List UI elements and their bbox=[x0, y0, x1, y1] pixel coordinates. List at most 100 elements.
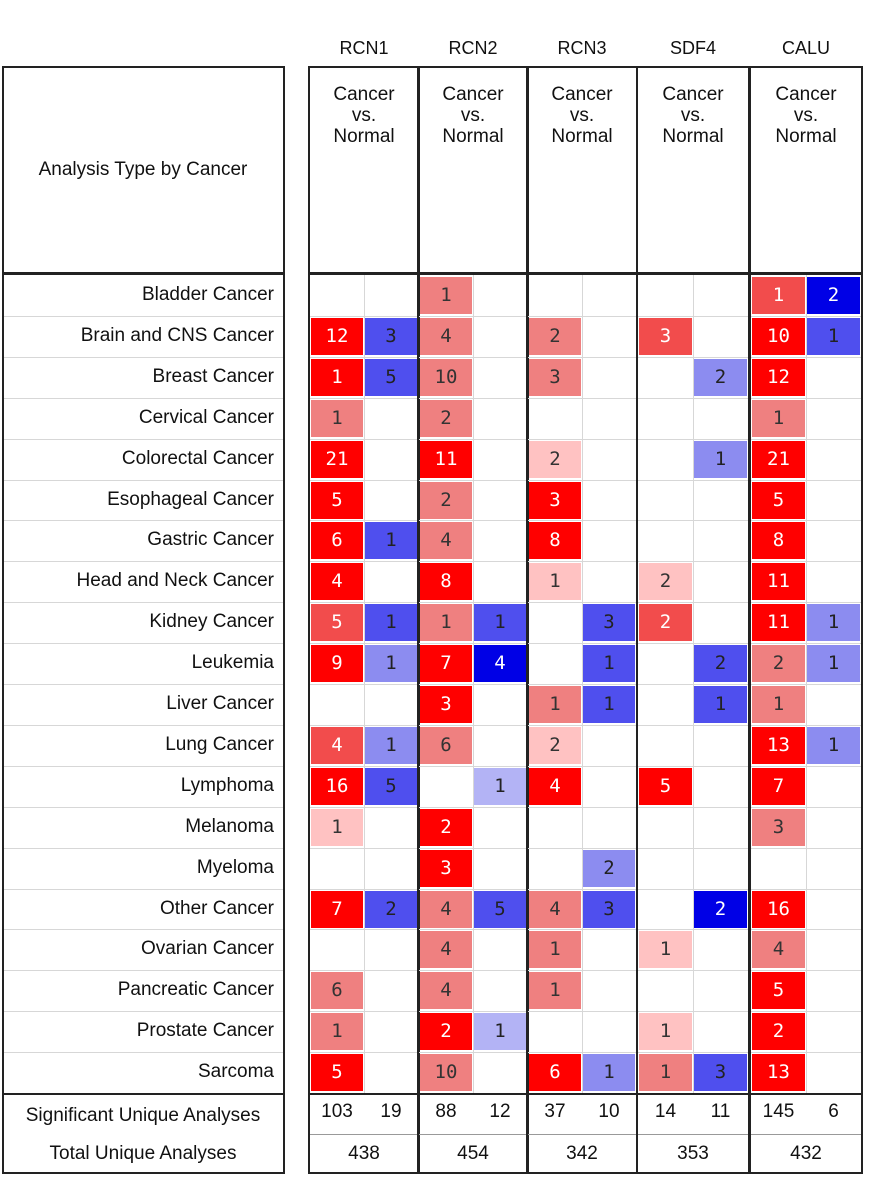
row-divider bbox=[4, 602, 283, 604]
cancer-type-label: Head and Neck Cancer bbox=[76, 570, 275, 592]
under-expression-cell: 5 bbox=[474, 890, 526, 928]
over-expression-cell: 9 bbox=[311, 645, 363, 683]
row-divider bbox=[528, 397, 636, 399]
row-divider bbox=[419, 520, 527, 522]
row-divider bbox=[310, 684, 418, 685]
over-expression-cell: 1 bbox=[420, 277, 472, 314]
over-expression-cell: 8 bbox=[529, 522, 581, 560]
over-expression-cell: 2 bbox=[752, 645, 805, 683]
row-divider bbox=[310, 888, 418, 890]
row-divider bbox=[4, 847, 283, 849]
row-divider bbox=[528, 602, 636, 604]
over-expression-cell: 5 bbox=[311, 1054, 363, 1092]
row-divider bbox=[4, 724, 283, 726]
row-divider bbox=[419, 602, 527, 604]
row-divider bbox=[751, 356, 861, 358]
row-divider bbox=[528, 806, 636, 808]
row-divider bbox=[310, 643, 418, 645]
row-divider bbox=[310, 438, 418, 440]
row-divider bbox=[751, 643, 861, 645]
cancer-type-label: Leukemia bbox=[191, 652, 274, 674]
significant-down-count: 11 bbox=[710, 1101, 731, 1122]
analysis-type-header: Analysis Type by Cancer bbox=[38, 159, 248, 180]
row-divider bbox=[638, 684, 748, 685]
over-expression-cell: 4 bbox=[420, 931, 472, 969]
row-divider bbox=[751, 684, 861, 685]
row-divider bbox=[751, 315, 861, 317]
over-expression-cell: 2 bbox=[639, 563, 692, 601]
over-expression-cell: 3 bbox=[420, 849, 472, 887]
over-expression-cell: 3 bbox=[420, 686, 472, 723]
row-divider bbox=[310, 765, 418, 767]
under-expression-cell: 1 bbox=[474, 767, 526, 805]
over-expression-cell: 7 bbox=[752, 767, 805, 805]
row-divider bbox=[638, 1011, 748, 1013]
cancer-type-label: Kidney Cancer bbox=[149, 611, 274, 633]
over-expression-cell: 5 bbox=[639, 767, 692, 805]
row-divider bbox=[419, 1052, 527, 1054]
cancer-type-label: Pancreatic Cancer bbox=[117, 979, 274, 1001]
row-divider bbox=[4, 888, 283, 890]
under-expression-cell: 3 bbox=[583, 604, 635, 642]
over-expression-cell: 8 bbox=[752, 522, 805, 560]
row-divider bbox=[310, 356, 418, 358]
over-expression-cell: 1 bbox=[529, 931, 581, 969]
over-expression-cell: 3 bbox=[529, 358, 581, 396]
under-expression-cell: 2 bbox=[807, 277, 860, 314]
row-divider bbox=[419, 356, 527, 358]
row-divider bbox=[751, 765, 861, 767]
row-divider bbox=[528, 643, 636, 645]
over-expression-cell: 10 bbox=[752, 317, 805, 355]
cancer-type-label: Myeloma bbox=[196, 856, 274, 878]
row-divider bbox=[310, 929, 418, 931]
significant-up-count: 14 bbox=[654, 1101, 677, 1122]
row-divider bbox=[4, 479, 283, 481]
row-divider bbox=[528, 888, 636, 890]
over-expression-cell: 7 bbox=[311, 890, 363, 928]
row-divider bbox=[638, 765, 748, 767]
over-expression-cell: 5 bbox=[311, 604, 363, 642]
row-divider bbox=[419, 684, 527, 685]
row-divider bbox=[751, 561, 861, 563]
cancer-type-label: Prostate Cancer bbox=[136, 1020, 274, 1042]
row-divider bbox=[638, 561, 748, 563]
over-expression-cell: 12 bbox=[752, 358, 805, 396]
row-divider bbox=[419, 847, 527, 849]
row-divider bbox=[751, 806, 861, 808]
comparison-label: Cancer vs. Normal bbox=[775, 84, 837, 147]
over-expression-cell: 4 bbox=[529, 890, 581, 928]
significant-up-count: 145 bbox=[762, 1101, 795, 1122]
over-expression-cell: 2 bbox=[529, 726, 581, 764]
row-divider bbox=[751, 929, 861, 931]
row-divider bbox=[419, 1011, 527, 1013]
under-expression-cell: 1 bbox=[694, 440, 747, 478]
row-divider bbox=[310, 602, 418, 604]
row-divider bbox=[638, 602, 748, 604]
under-expression-cell: 1 bbox=[583, 686, 635, 723]
over-expression-cell: 5 bbox=[311, 481, 363, 519]
row-divider bbox=[4, 438, 283, 440]
over-expression-cell: 1 bbox=[639, 1054, 692, 1092]
row-divider bbox=[751, 479, 861, 481]
under-expression-cell: 1 bbox=[807, 317, 860, 355]
row-divider bbox=[310, 561, 418, 563]
over-expression-cell: 16 bbox=[311, 767, 363, 805]
cancer-type-label: Bladder Cancer bbox=[141, 284, 274, 305]
over-expression-cell: 1 bbox=[752, 277, 805, 314]
row-divider bbox=[528, 479, 636, 481]
row-divider bbox=[751, 520, 861, 522]
row-divider bbox=[528, 765, 636, 767]
over-expression-cell: 10 bbox=[420, 1054, 472, 1092]
footer-divider bbox=[638, 1134, 748, 1135]
row-divider bbox=[638, 847, 748, 849]
row-divider bbox=[419, 315, 527, 317]
under-expression-cell: 1 bbox=[474, 1013, 526, 1051]
gene-footer-frame bbox=[417, 1093, 529, 1174]
row-divider bbox=[638, 1052, 748, 1054]
row-divider bbox=[528, 315, 636, 317]
cancer-type-label: Melanoma bbox=[185, 815, 274, 837]
under-expression-cell: 3 bbox=[694, 1054, 747, 1092]
row-divider bbox=[4, 970, 283, 972]
over-expression-cell: 6 bbox=[529, 1054, 581, 1092]
row-divider bbox=[751, 847, 861, 849]
